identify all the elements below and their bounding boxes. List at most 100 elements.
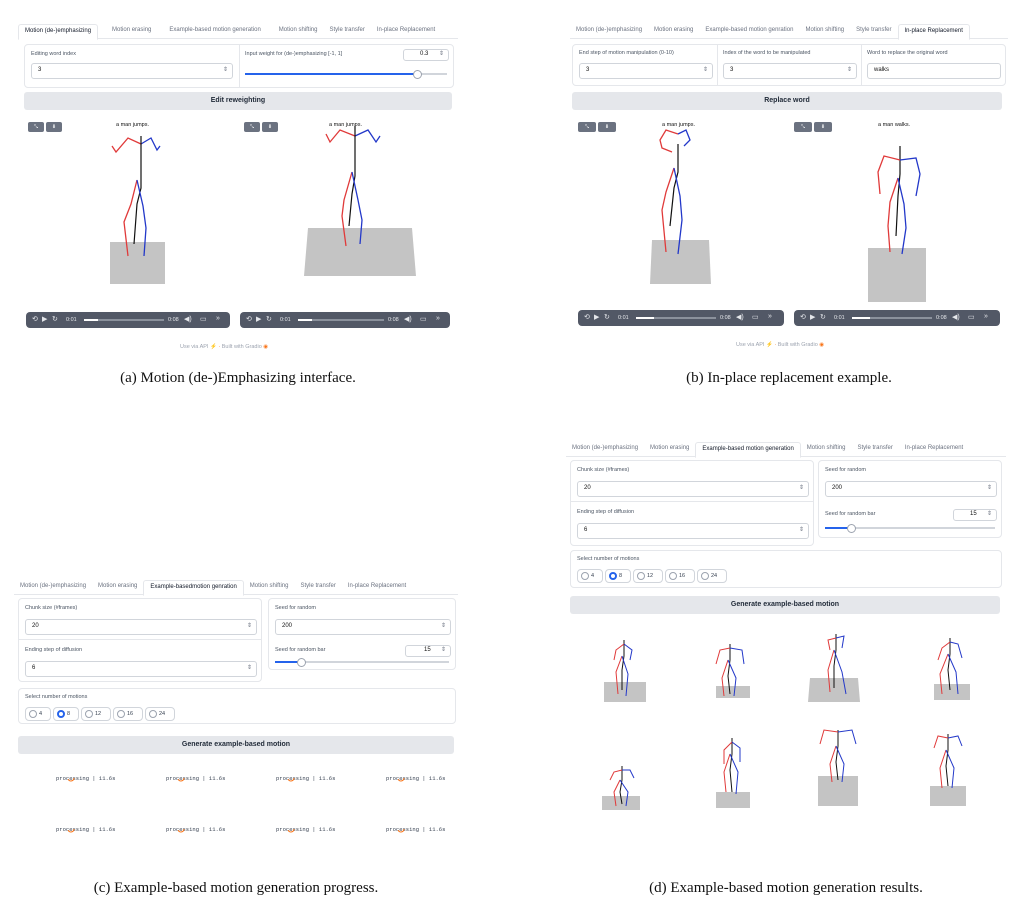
- video-player-left[interactable]: ⟲ ▶ ↻ 0:01 0:08 ◀) ▭ »: [26, 312, 230, 328]
- end-step-input[interactable]: 3 ⇕: [579, 63, 713, 79]
- use-api-link[interactable]: Use via API: [736, 342, 765, 348]
- tab-example-based[interactable]: Example-based motion generation: [695, 442, 801, 458]
- radio-option-12[interactable]: 12: [633, 569, 663, 583]
- chunk-size-input[interactable]: 20 ⇕: [25, 619, 257, 635]
- stepper-icon[interactable]: ⇕: [440, 623, 446, 629]
- replay-icon[interactable]: ⟲: [32, 316, 38, 323]
- stepper-icon[interactable]: ⇕: [440, 647, 446, 653]
- stepper-icon[interactable]: ⇕: [702, 67, 708, 73]
- volume-icon[interactable]: ◀): [404, 316, 412, 323]
- play-icon[interactable]: ▶: [256, 316, 262, 323]
- download-icon[interactable]: ⬇: [598, 122, 616, 132]
- replay-icon[interactable]: ↻: [266, 316, 272, 323]
- radio-option-8[interactable]: 8: [605, 569, 631, 583]
- seed-bar-handle[interactable]: [847, 524, 856, 533]
- radio-option-4[interactable]: 4: [25, 707, 51, 721]
- stepper-icon[interactable]: ⇕: [986, 511, 992, 517]
- expand-icon[interactable]: ⤡: [244, 122, 260, 132]
- fullscreen-icon[interactable]: ▭: [200, 316, 207, 323]
- play-icon[interactable]: ▶: [810, 314, 816, 321]
- fullscreen-icon[interactable]: ▭: [752, 314, 759, 321]
- radio-option-4[interactable]: 4: [577, 569, 603, 583]
- stepper-icon[interactable]: ⇕: [246, 665, 252, 671]
- editing-word-input[interactable]: 3 ⇕: [31, 63, 233, 79]
- weight-input[interactable]: 0.3 ⇕: [403, 49, 449, 61]
- generate-button[interactable]: Generate example-based motion: [18, 736, 454, 754]
- stepper-icon[interactable]: ⇕: [222, 67, 228, 73]
- volume-icon[interactable]: ◀): [184, 316, 192, 323]
- tab-style-transfer[interactable]: Style transfer: [329, 27, 365, 33]
- replace-word-input[interactable]: walks: [867, 63, 1001, 79]
- replay-icon[interactable]: ↻: [52, 316, 58, 323]
- tab-style-transfer[interactable]: Style transfer: [856, 27, 892, 33]
- seed-bar-input[interactable]: 15 ⇕: [405, 645, 451, 657]
- download-icon[interactable]: ⬇: [46, 122, 62, 132]
- video-player-right[interactable]: ⟲ ▶ ↻ 0:01 0:08 ◀) ▭ »: [794, 310, 1000, 326]
- download-icon[interactable]: ⬇: [814, 122, 832, 132]
- expand-icon[interactable]: ⤡: [794, 122, 812, 132]
- tab-erasing[interactable]: Motion erasing: [650, 445, 690, 451]
- replay-icon[interactable]: ↻: [820, 314, 826, 321]
- radio-option-24[interactable]: 24: [145, 707, 175, 721]
- seed-input[interactable]: 200 ⇕: [825, 481, 997, 497]
- stepper-icon[interactable]: ⇕: [246, 623, 252, 629]
- use-api-link[interactable]: Use via API: [180, 344, 209, 350]
- tab-replacement[interactable]: In-place Replacement: [897, 24, 970, 40]
- seed-bar-handle[interactable]: [297, 658, 306, 667]
- radio-option-12[interactable]: 12: [81, 707, 111, 721]
- chunk-size-input[interactable]: 20 ⇕: [577, 481, 809, 497]
- seed-bar-input[interactable]: 15 ⇕: [953, 509, 997, 521]
- weight-slider[interactable]: [245, 70, 447, 79]
- stepper-icon[interactable]: ⇕: [846, 67, 852, 73]
- built-with-gradio-link[interactable]: Built with Gradio: [777, 342, 818, 348]
- generate-button[interactable]: Generate example-based motion: [570, 596, 1000, 614]
- tab-example-based[interactable]: Example-based motion genration: [705, 27, 794, 33]
- tab-shifting[interactable]: Motion shifting: [806, 445, 846, 451]
- more-icon[interactable]: »: [436, 315, 440, 322]
- stepper-icon[interactable]: ⇕: [438, 51, 444, 57]
- ending-step-input[interactable]: 6 ⇕: [577, 523, 809, 539]
- tab-emphasizing[interactable]: Motion (de-)emphasizing: [576, 27, 643, 33]
- tab-emphasizing[interactable]: Motion (de-)emphasizing: [20, 583, 87, 589]
- video-player-left[interactable]: ⟲ ▶ ↻ 0:01 0:08 ◀) ▭ »: [578, 310, 784, 326]
- fullscreen-icon[interactable]: ▭: [420, 316, 427, 323]
- weight-slider-handle[interactable]: [413, 70, 422, 79]
- volume-icon[interactable]: ◀): [736, 314, 744, 321]
- seed-bar-slider[interactable]: [275, 658, 449, 667]
- tab-shifting[interactable]: Motion shifting: [249, 583, 289, 589]
- tab-style-transfer[interactable]: Style transfer: [857, 445, 893, 451]
- tab-example-based[interactable]: Example-based motion generation: [169, 27, 261, 33]
- radio-option-24[interactable]: 24: [697, 569, 727, 583]
- replay-icon[interactable]: ⟲: [246, 316, 252, 323]
- tab-replacement[interactable]: In-place Replacement: [347, 583, 407, 589]
- more-icon[interactable]: »: [984, 313, 988, 320]
- more-icon[interactable]: »: [216, 315, 220, 322]
- tab-erasing[interactable]: Motion erasing: [654, 27, 694, 33]
- tab-erasing[interactable]: Motion erasing: [98, 583, 138, 589]
- tab-shifting[interactable]: Motion shifting: [805, 27, 845, 33]
- expand-icon[interactable]: ⤡: [28, 122, 44, 132]
- tab-example-based[interactable]: Example-basedmotion genration: [143, 580, 244, 596]
- volume-icon[interactable]: ◀): [952, 314, 960, 321]
- replay-icon[interactable]: ⟲: [800, 314, 806, 321]
- replay-icon[interactable]: ↻: [604, 314, 610, 321]
- play-icon[interactable]: ▶: [594, 314, 600, 321]
- edit-reweighting-button[interactable]: Edit reweighting: [24, 92, 452, 110]
- built-with-gradio-link[interactable]: Built with Gradio: [221, 344, 262, 350]
- stepper-icon[interactable]: ⇕: [798, 527, 804, 533]
- fullscreen-icon[interactable]: ▭: [968, 314, 975, 321]
- tab-erasing[interactable]: Motion erasing: [112, 27, 152, 33]
- expand-icon[interactable]: ⤡: [578, 122, 596, 132]
- ending-step-input[interactable]: 6 ⇕: [25, 661, 257, 677]
- more-icon[interactable]: »: [768, 313, 772, 320]
- tab-style-transfer[interactable]: Style transfer: [300, 583, 336, 589]
- tab-emphasizing[interactable]: Motion (de-)emphasizing: [18, 24, 99, 40]
- progress-track[interactable]: [298, 319, 384, 321]
- replay-icon[interactable]: ⟲: [584, 314, 590, 321]
- tab-replacement[interactable]: In-place Replacement: [904, 445, 964, 451]
- replace-word-button[interactable]: Replace word: [572, 92, 1002, 110]
- video-player-right[interactable]: ⟲ ▶ ↻ 0:01 0:08 ◀) ▭ »: [240, 312, 450, 328]
- stepper-icon[interactable]: ⇕: [986, 485, 992, 491]
- play-icon[interactable]: ▶: [42, 316, 48, 323]
- stepper-icon[interactable]: ⇕: [798, 485, 804, 491]
